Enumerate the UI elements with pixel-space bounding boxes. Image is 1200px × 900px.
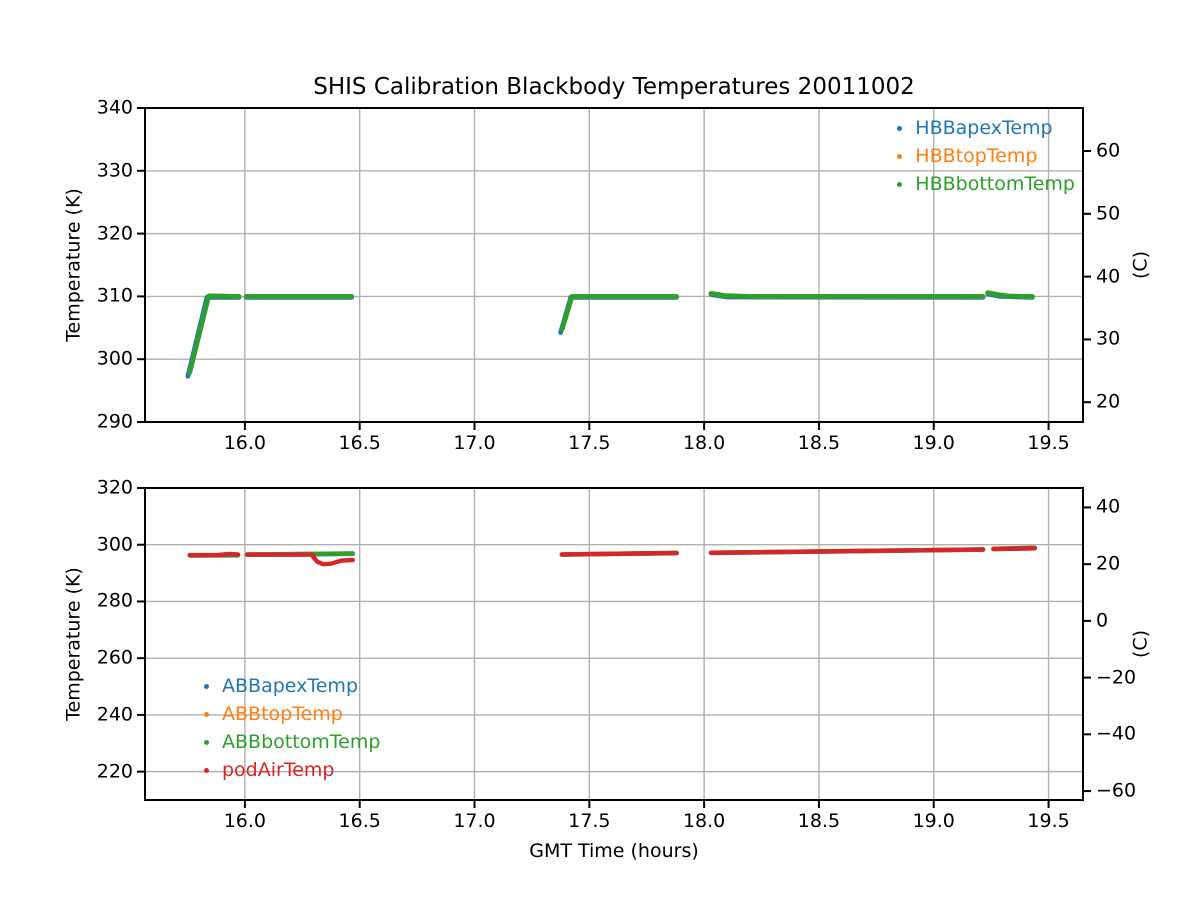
y-tick-label-right: 20 xyxy=(1096,552,1121,575)
legend-label: HBBtopTemp xyxy=(915,145,1038,167)
y-tick-label-left: 260 xyxy=(96,646,133,669)
series-HBBapexTemp xyxy=(185,294,242,379)
legend-dot-icon xyxy=(197,739,215,745)
x-tick-label: 16.5 xyxy=(338,810,381,832)
y-axis-label-right-top: (C) xyxy=(1129,250,1152,280)
abb-temps-legend: ABBapexTemp ABBtopTemp ABBbottomTemp podAir… xyxy=(197,672,380,784)
x-tick-label: 18.0 xyxy=(682,432,726,454)
y-tick-label-left: 310 xyxy=(96,284,133,307)
y-tick-label-right: 0 xyxy=(1096,609,1109,632)
hbb-plot: HBBapexTemp HBBtopTemp HBBbottomTemp xyxy=(137,107,1091,430)
x-tick-label: 19.5 xyxy=(1027,810,1070,832)
x-tick-label: 18.0 xyxy=(682,810,726,832)
y-tick-label-left: 300 xyxy=(96,533,133,556)
legend-label: podAirTemp xyxy=(222,759,335,781)
series-HBBapexTemp xyxy=(558,294,679,335)
y-tick-label-left: 340 xyxy=(96,96,133,119)
legend-label: ABBtopTemp xyxy=(222,703,343,725)
series-podAirTemp xyxy=(708,547,986,556)
series-podAirTemp xyxy=(991,546,1037,552)
series-HBBbottomTemp xyxy=(708,291,986,299)
series-HBBbottomTemp xyxy=(187,293,242,375)
legend-dot-icon xyxy=(890,153,908,159)
legend-dot-icon xyxy=(890,125,908,131)
x-tick-label: 19.0 xyxy=(912,810,955,832)
x-axis-label: GMT Time (hours) xyxy=(529,840,699,862)
y-tick-label-right: 30 xyxy=(1096,327,1121,350)
legend-dot-icon xyxy=(197,711,215,717)
y-tick-label-right: 60 xyxy=(1096,139,1121,162)
legend-item-HBBtopTemp: HBBtopTemp xyxy=(890,142,1075,170)
y-tick-label-left: 320 xyxy=(96,476,133,499)
y-tick-label-left: 300 xyxy=(96,347,133,370)
x-tick-label: 19.5 xyxy=(1027,432,1070,454)
legend-dot-icon xyxy=(197,683,215,689)
y-tick-label-right: −40 xyxy=(1096,722,1137,745)
x-tick-label: 16.0 xyxy=(223,810,267,832)
x-tick-label: 18.5 xyxy=(797,810,841,832)
legend-dot-icon xyxy=(890,181,908,187)
y-tick-label-right: 40 xyxy=(1096,495,1121,518)
series-podAirTemp xyxy=(559,550,679,557)
y-tick-label-left: 320 xyxy=(96,222,133,245)
legend-item-ABBbottomTemp: ABBbottomTemp xyxy=(197,728,380,756)
y-tick-label-right: 20 xyxy=(1096,390,1121,413)
x-tick-label: 16.0 xyxy=(223,432,267,454)
x-tick-label: 18.5 xyxy=(797,432,841,454)
y-tick-label-right: 50 xyxy=(1096,202,1121,225)
x-tick-label: 17.5 xyxy=(568,810,611,832)
legend-item-ABBtopTemp: ABBtopTemp xyxy=(197,700,380,728)
legend-label: HBBbottomTemp xyxy=(915,173,1075,195)
series-podAirTemp xyxy=(244,552,356,567)
hbb-temps-legend: HBBapexTemp HBBtopTemp HBBbottomTemp xyxy=(890,114,1075,198)
y-axis-label-left-bottom: Temperature (K) xyxy=(62,567,85,721)
abb-plot: ABBapexTemp ABBtopTemp ABBbottomTemp podAir… xyxy=(137,487,1091,808)
x-tick-label: 19.0 xyxy=(912,432,955,454)
legend-item-HBBapexTemp: HBBapexTemp xyxy=(890,114,1075,142)
axes-spine xyxy=(144,107,1084,423)
x-tick-label: 17.5 xyxy=(568,432,611,454)
x-tick-label: 17.0 xyxy=(453,432,496,454)
y-axis-label-left-top: Temperature (K) xyxy=(62,188,85,342)
abb-temps-chart-svg xyxy=(137,487,1091,808)
y-tick-label-right: −20 xyxy=(1096,666,1137,689)
series-HBBtopTemp xyxy=(559,294,679,332)
legend-item-podAirTemp: podAirTemp xyxy=(197,756,380,784)
hbb-temps-chart-svg xyxy=(137,107,1091,430)
legend-dot-icon xyxy=(197,767,215,773)
y-tick-label-right: 40 xyxy=(1096,265,1121,288)
x-tick-label: 17.0 xyxy=(453,810,496,832)
series-HBBbottomTemp xyxy=(985,290,1035,299)
y-axis-label-right-bottom: (C) xyxy=(1129,629,1152,659)
x-tick-label: 16.5 xyxy=(338,432,381,454)
legend-item-HBBbottomTemp: HBBbottomTemp xyxy=(890,170,1075,198)
y-tick-label-right: −60 xyxy=(1096,779,1137,802)
legend-label: ABBbottomTemp xyxy=(222,731,381,753)
y-tick-label-left: 280 xyxy=(96,589,133,612)
y-tick-label-left: 290 xyxy=(96,410,133,433)
y-tick-label-left: 330 xyxy=(96,159,133,182)
series-HBBbottomTemp xyxy=(559,294,679,332)
y-tick-label-left: 240 xyxy=(96,703,133,726)
legend-label: HBBapexTemp xyxy=(915,117,1053,139)
legend-item-ABBapexTemp: ABBapexTemp xyxy=(197,672,380,700)
legend-label: ABBapexTemp xyxy=(222,675,359,697)
axes-spine xyxy=(144,487,1084,801)
series-podAirTemp xyxy=(187,551,241,558)
y-tick-label-left: 220 xyxy=(96,760,133,783)
chart-title: SHIS Calibration Blackbody Temperatures … xyxy=(313,74,915,100)
